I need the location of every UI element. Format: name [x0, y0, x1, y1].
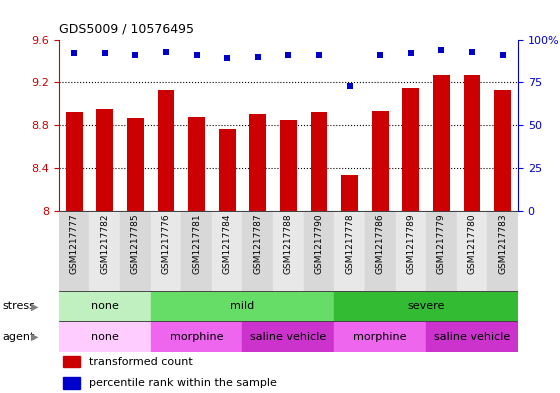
Text: GSM1217790: GSM1217790	[315, 213, 324, 274]
Text: morphine: morphine	[353, 332, 407, 342]
Bar	[59, 292, 151, 321]
Point	[437, 47, 446, 53]
Bar	[311, 112, 328, 211]
Bar	[151, 322, 242, 351]
Text: GSM1217787: GSM1217787	[253, 213, 262, 274]
Bar	[181, 211, 212, 291]
Bar	[66, 112, 82, 211]
Text: ▶: ▶	[31, 301, 38, 311]
Bar	[426, 211, 457, 291]
Text: none: none	[91, 301, 119, 311]
Point	[100, 50, 109, 57]
Bar	[249, 114, 266, 211]
Text: transformed count: transformed count	[88, 356, 193, 367]
Bar	[365, 211, 395, 291]
Bar	[433, 75, 450, 211]
Text: mild: mild	[230, 301, 255, 311]
Bar	[403, 88, 419, 211]
Bar	[426, 322, 518, 351]
Text: GDS5009 / 10576495: GDS5009 / 10576495	[59, 23, 194, 36]
Bar	[127, 118, 144, 211]
Text: saline vehicle: saline vehicle	[250, 332, 326, 342]
Point	[192, 52, 201, 58]
Bar	[487, 211, 518, 291]
Text: severe: severe	[408, 301, 445, 311]
Bar	[59, 211, 90, 291]
Point	[161, 48, 170, 55]
Text: GSM1217783: GSM1217783	[498, 213, 507, 274]
Text: stress: stress	[3, 301, 36, 311]
Bar	[63, 377, 80, 389]
Point	[253, 53, 262, 60]
Point	[407, 50, 416, 57]
Point	[223, 55, 232, 62]
Bar	[212, 211, 242, 291]
Text: GSM1217784: GSM1217784	[223, 213, 232, 274]
Bar	[63, 356, 80, 367]
Bar	[90, 211, 120, 291]
Text: GSM1217788: GSM1217788	[284, 213, 293, 274]
Bar	[457, 211, 487, 291]
Bar	[59, 322, 151, 351]
Bar	[151, 211, 181, 291]
Text: GSM1217789: GSM1217789	[407, 213, 416, 274]
Point	[376, 52, 385, 58]
Point	[131, 52, 140, 58]
Text: GSM1217782: GSM1217782	[100, 213, 109, 274]
Bar	[96, 109, 113, 211]
Point	[498, 52, 507, 58]
Bar	[242, 322, 334, 351]
Point	[345, 83, 354, 89]
Text: GSM1217780: GSM1217780	[468, 213, 477, 274]
Text: morphine: morphine	[170, 332, 223, 342]
Text: GSM1217786: GSM1217786	[376, 213, 385, 274]
Text: GSM1217776: GSM1217776	[161, 213, 170, 274]
Bar	[242, 211, 273, 291]
Bar	[334, 322, 426, 351]
Bar	[219, 129, 236, 211]
Bar	[494, 90, 511, 211]
Bar	[334, 292, 518, 321]
Text: GSM1217785: GSM1217785	[131, 213, 140, 274]
Text: agent: agent	[3, 332, 35, 342]
Bar	[395, 211, 426, 291]
Text: saline vehicle: saline vehicle	[434, 332, 510, 342]
Bar	[188, 117, 205, 211]
Text: GSM1217777: GSM1217777	[69, 213, 78, 274]
Bar	[273, 211, 304, 291]
Point	[468, 48, 477, 55]
Point	[315, 52, 324, 58]
Text: GSM1217781: GSM1217781	[192, 213, 201, 274]
Point	[69, 50, 78, 57]
Text: none: none	[91, 332, 119, 342]
Bar	[157, 90, 174, 211]
Bar	[341, 175, 358, 211]
Text: ▶: ▶	[31, 332, 38, 342]
Point	[284, 52, 293, 58]
Bar	[372, 111, 389, 211]
Text: GSM1217778: GSM1217778	[345, 213, 354, 274]
Bar	[120, 211, 151, 291]
Bar	[151, 292, 334, 321]
Text: GSM1217779: GSM1217779	[437, 213, 446, 274]
Bar	[334, 211, 365, 291]
Bar	[280, 120, 297, 211]
Text: percentile rank within the sample: percentile rank within the sample	[88, 378, 277, 388]
Bar	[464, 75, 480, 211]
Bar	[304, 211, 334, 291]
